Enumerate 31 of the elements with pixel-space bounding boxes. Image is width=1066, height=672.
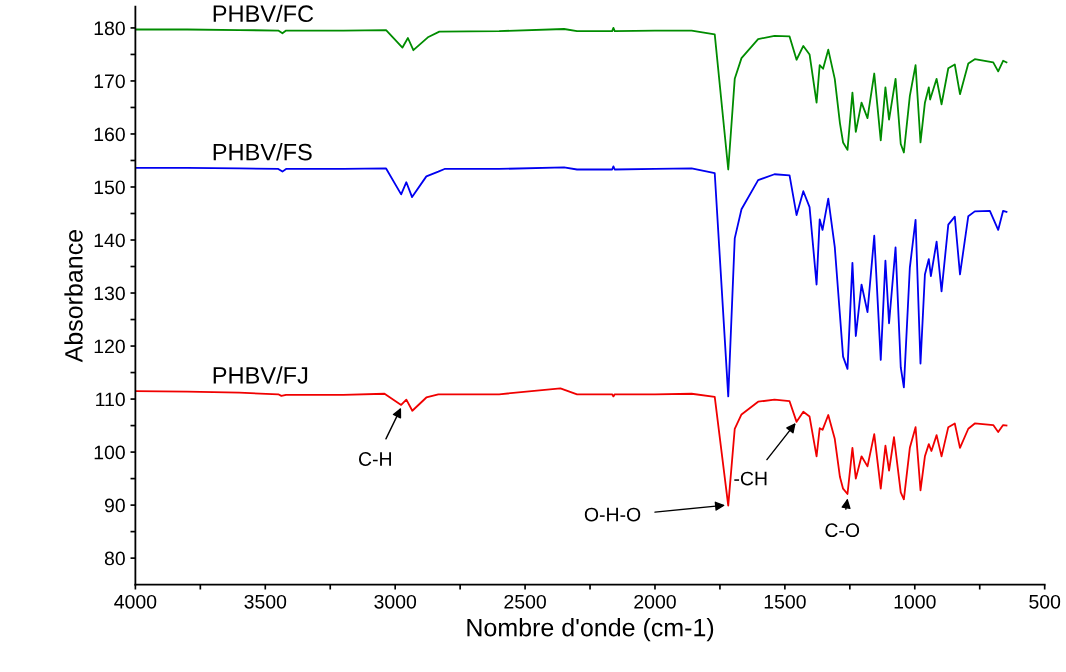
line-series [135, 387, 1008, 507]
x-axis-title: Nombre d'onde (cm-1) [467, 618, 714, 642]
x-tick-label: 2000 [634, 594, 676, 609]
y-tick-label: 180 [94, 21, 125, 36]
x-tick-label: 1000 [894, 594, 936, 609]
y-tick-label: 160 [94, 127, 125, 142]
line-series [135, 27, 1008, 171]
series-label: PHBV/FJ [213, 366, 308, 384]
y-tick-label: 120 [94, 339, 125, 354]
y-tick-label: 140 [94, 233, 125, 248]
y-tick-label: 150 [94, 180, 125, 195]
series-label: PHBV/FS [213, 143, 312, 161]
x-tick-label: 2500 [504, 594, 546, 609]
annotation: -CH [734, 471, 767, 486]
annotation: C-H [359, 452, 391, 466]
line-series [135, 165, 1008, 398]
y-tick-label: 110 [96, 392, 125, 407]
annotation: C-O [825, 523, 860, 538]
annotation: O-H-O [584, 507, 641, 522]
y-tick-label: 170 [94, 74, 125, 89]
y-tick-label: 90 [104, 498, 125, 513]
y-tick-label: 130 [94, 286, 125, 301]
y-tick-label: 100 [94, 445, 125, 460]
x-tick-label: 4000 [114, 594, 157, 609]
x-tick-label: 3000 [374, 594, 417, 609]
y-axis-title: Absorbance [64, 230, 83, 363]
x-tick-label: 1500 [764, 594, 806, 609]
y-tick-label: 80 [104, 551, 125, 566]
series-label: PHBV/FC [213, 4, 314, 23]
x-tick-label: 3500 [244, 594, 287, 609]
x-tick-label: 500 [1029, 594, 1061, 609]
